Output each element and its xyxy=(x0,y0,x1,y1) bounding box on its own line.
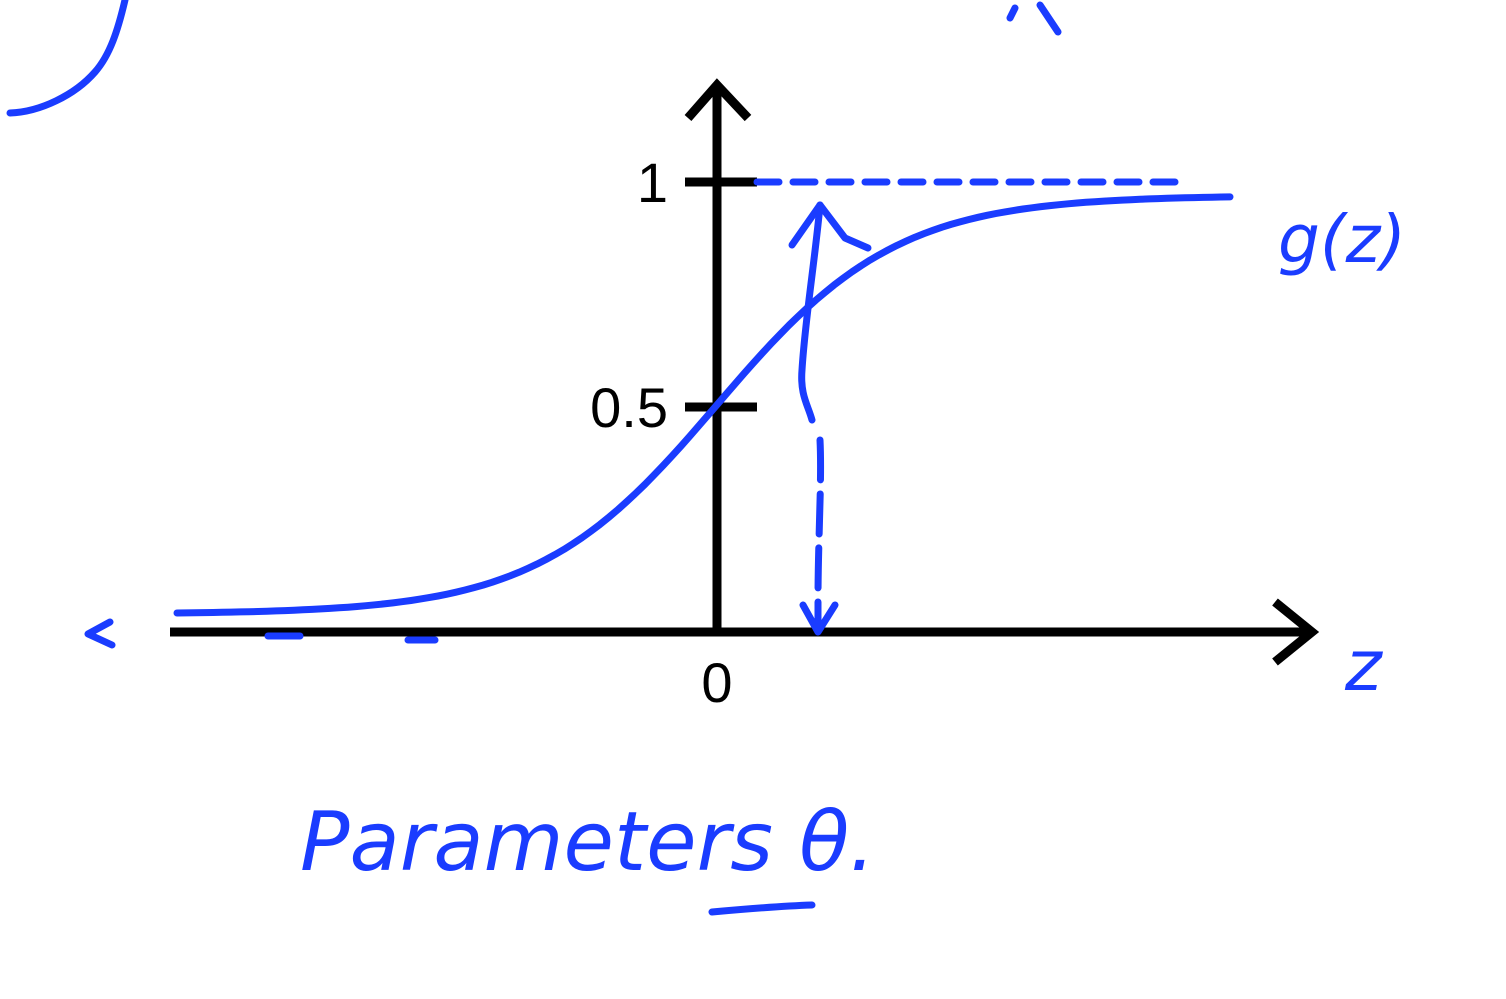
sigmoid-curve xyxy=(173,193,1234,617)
axes xyxy=(170,78,1320,666)
double-arrow-bottom-head xyxy=(799,601,839,636)
x-axis-arrowhead xyxy=(1272,598,1320,666)
handwritten-stroke-top-left xyxy=(6,0,129,117)
theta-underline xyxy=(708,901,816,916)
y-axis-arrowhead xyxy=(684,78,752,122)
double-arrow-top-head xyxy=(788,201,872,252)
y-tick-label-0: 1 xyxy=(637,151,668,214)
x-axis-label: z xyxy=(1344,625,1384,707)
curve-label: g(z) xyxy=(1278,201,1406,278)
range-double-arrow xyxy=(788,201,872,636)
parameters-note: Parameters θ. xyxy=(300,795,875,890)
ticks: 10.50 xyxy=(590,151,757,714)
left-arrow-mark xyxy=(84,618,116,649)
x-tick-label-0: 0 xyxy=(701,651,732,714)
handwritten-stroke-top-mid xyxy=(1006,1,1062,36)
y-tick-label-1: 0.5 xyxy=(590,376,668,439)
